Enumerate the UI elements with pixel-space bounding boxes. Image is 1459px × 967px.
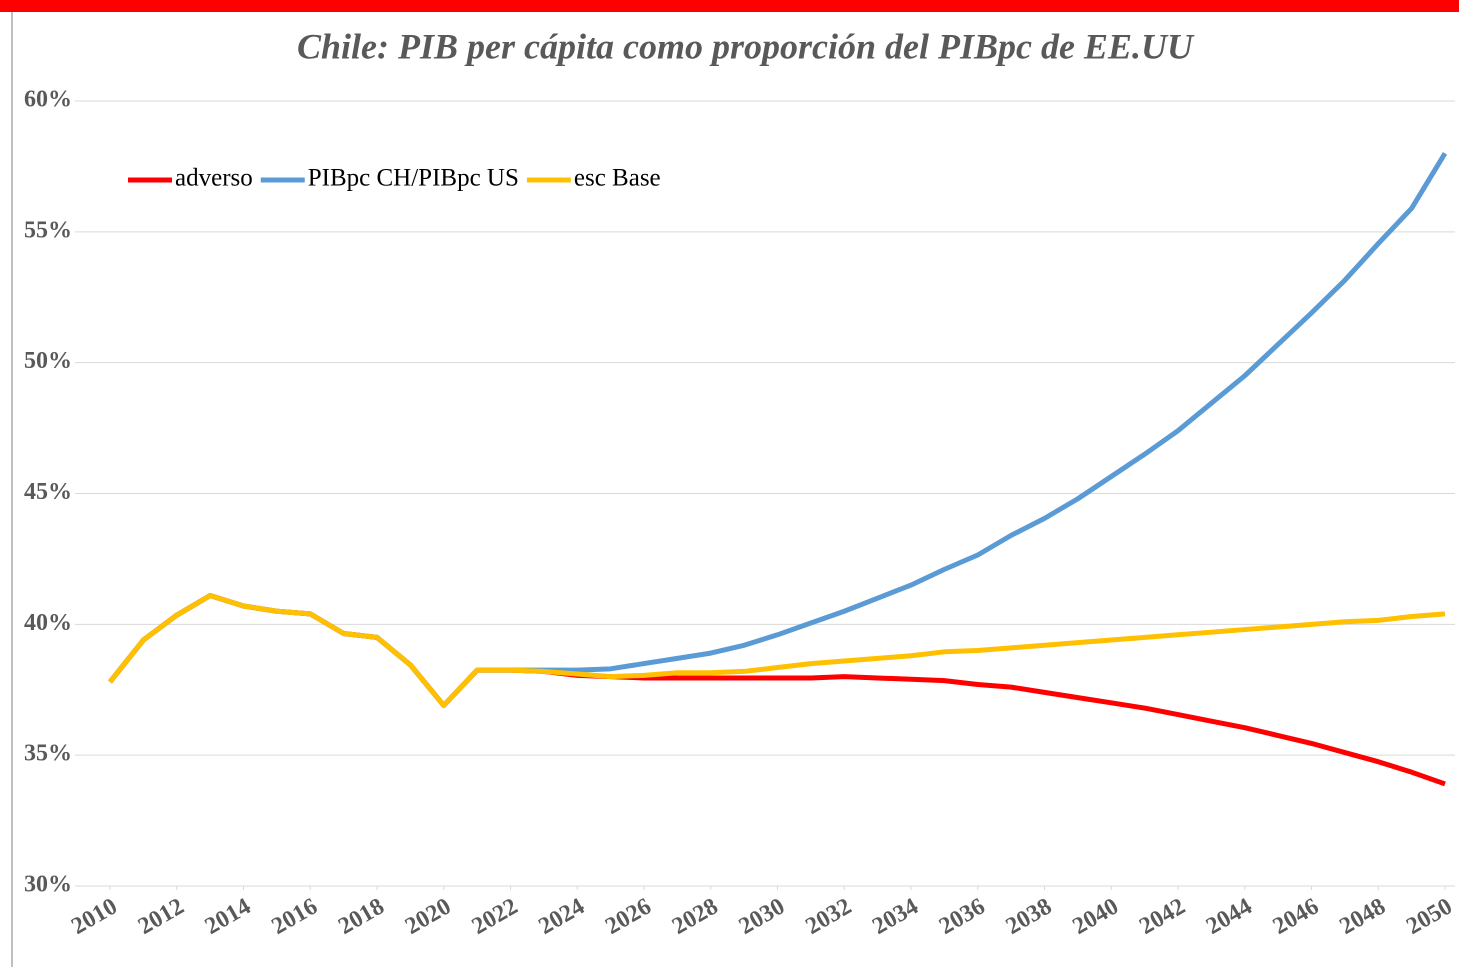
x-tick-label: 2040 (1068, 893, 1123, 940)
y-tick-label: 60% (24, 87, 72, 113)
x-tick-label: 2014 (201, 893, 256, 940)
x-tick-label: 2044 (1202, 893, 1257, 940)
header-bar (0, 0, 1459, 12)
y-tick-label: 30% (24, 872, 72, 898)
x-tick-label: 2020 (401, 893, 456, 940)
legend-label: esc Base (574, 165, 661, 192)
x-tick-label: 2012 (134, 893, 189, 940)
x-tick-label: 2048 (1335, 893, 1390, 940)
x-tick-label: 2050 (1402, 893, 1457, 940)
x-tick-label: 2022 (468, 893, 523, 940)
chart-title: Chile: PIB per cápita como proporción de… (297, 26, 1195, 66)
y-tick-label: 50% (24, 348, 72, 374)
x-tick-label: 2028 (668, 893, 723, 940)
x-tick-label: 2046 (1269, 893, 1324, 940)
x-tick-label: 2024 (534, 893, 589, 940)
series-line (108, 593, 1446, 787)
legend-label: adverso (175, 165, 253, 192)
y-tick-label: 40% (24, 610, 72, 636)
x-tick-label: 2026 (601, 893, 656, 940)
y-tick-label: 55% (24, 217, 72, 243)
series-line (108, 152, 1448, 708)
x-tick-label: 2036 (935, 893, 990, 940)
y-tick-label: 35% (24, 741, 72, 767)
y-tick-label: 45% (24, 479, 72, 505)
x-tick-label: 2030 (735, 893, 790, 940)
x-tick-label: 2016 (267, 893, 322, 940)
x-tick-label: 2032 (801, 893, 856, 940)
x-tick-label: 2038 (1002, 893, 1057, 940)
x-tick-label: 2034 (868, 893, 923, 940)
x-tick-label: 2010 (67, 893, 122, 940)
x-tick-label: 2042 (1135, 893, 1190, 940)
series-line (108, 593, 1446, 708)
legend-label: PIBpc CH/PIBpc US (308, 165, 519, 192)
x-tick-label: 2018 (334, 893, 389, 940)
